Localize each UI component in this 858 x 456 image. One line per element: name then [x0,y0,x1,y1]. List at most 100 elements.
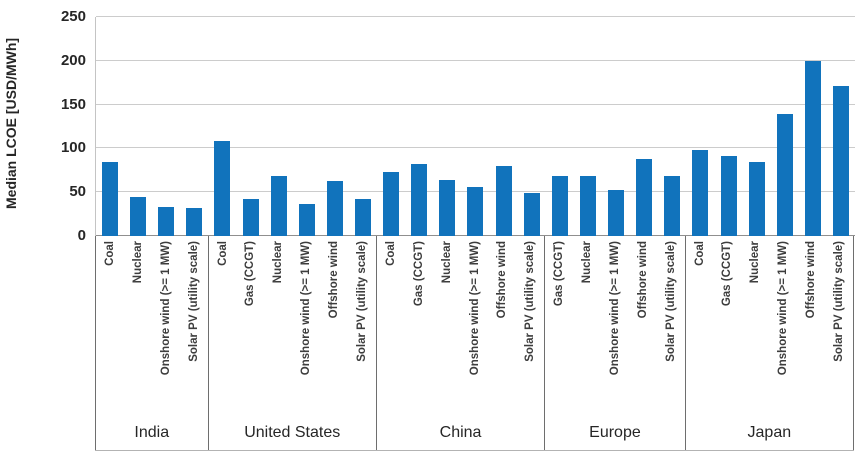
x-tick-label-offshore-wind: Offshore wind [636,241,649,319]
x-label-slot: Solar PV (utility scale) [657,236,685,362]
x-axis-labels-area: Coal Nuclear Onshore wind (>= 1 MW) Solar P… [95,236,854,451]
x-tick-label-gas-ccgt: Gas (CCGT) [721,241,734,307]
bar-slot [686,17,714,236]
bar-slot [405,17,433,236]
bar-slot [180,17,208,236]
bar-slot [461,17,489,236]
x-tick-label-offshore-wind: Offshore wind [328,241,341,319]
x-label-slot: Solar PV (utility scale) [180,236,208,362]
x-group-japan: Coal Gas (CCGT) Nuclear Onshore wind (>= 1 … [686,236,854,450]
bar-slot [490,17,518,236]
x-label-slot: Coal [377,236,405,266]
bar-slot [827,17,855,236]
gridline-200 [96,59,855,61]
country-label-europe: Europe [589,424,641,441]
bar-europe-onshore-wind-1-mw [608,190,625,236]
bar-united-states-offshore-wind [326,180,343,236]
bar-slot [771,17,799,236]
x-tick-label-onshore-wind-1-mw: Onshore wind (>= 1 MW) [468,241,481,376]
bar-slot [574,17,602,236]
x-tick-label-solar-pv-utility-scale: Solar PV (utility scale) [664,241,677,362]
country-label-china: China [439,424,482,441]
x-label-slot: Nuclear [264,236,292,283]
bar-slot [630,17,658,236]
x-label-slot: Nuclear [124,236,152,283]
y-tick-label-150: 150 [60,95,86,113]
bar-slot [265,17,293,236]
gridline-250 [96,16,855,17]
bar-japan-solar-pv-utility-scale [832,86,849,236]
x-tick-label-coal: Coal [384,241,397,266]
x-label-slot: Offshore wind [488,236,516,318]
bar-group-japan [686,17,855,236]
plot-area [95,16,855,236]
x-label-slot: Offshore wind [797,236,825,318]
bar-group-india [96,17,208,236]
bar-europe-gas-ccgt [551,175,568,236]
bar-slot [714,17,742,236]
bar-slot [377,17,405,236]
x-label-slot: Nuclear [573,236,601,283]
bar-united-states-nuclear [270,175,287,236]
x-tick-label-solar-pv-utility-scale: Solar PV (utility scale) [187,241,200,362]
bar-india-nuclear [130,196,147,236]
bar-slot [602,17,630,236]
x-tick-label-onshore-wind-1-mw: Onshore wind (>= 1 MW) [300,241,313,376]
x-group-europe: Gas (CCGT) Nuclear Onshore wind (>= 1 MW) O… [545,236,686,450]
bar-slot [433,17,461,236]
bar-group-china [377,17,546,236]
bar-slot [208,17,236,236]
bar-china-nuclear [439,179,456,236]
x-tick-label-onshore-wind-1-mw: Onshore wind (>= 1 MW) [608,241,621,376]
x-label-slot: Coal [686,236,714,266]
country-label-japan: Japan [747,424,792,441]
x-tick-label-coal: Coal [693,241,706,266]
x-label-slot: Nuclear [741,236,769,283]
bar-united-states-onshore-wind-1-mw [298,204,315,236]
bar-slot [349,17,377,236]
bar-china-onshore-wind-1-mw [467,186,484,236]
x-tick-label-nuclear: Nuclear [749,241,762,284]
bar-japan-nuclear [748,161,765,236]
y-tick-label-100: 100 [60,139,86,157]
x-tick-label-nuclear: Nuclear [131,241,144,284]
x-label-slot: Offshore wind [629,236,657,318]
y-tick-label-250: 250 [60,8,86,25]
x-tick-label-gas-ccgt: Gas (CCGT) [412,241,425,307]
x-tick-label-coal: Coal [103,241,116,266]
x-label-slot: Coal [96,236,124,266]
y-tick-label-200: 200 [60,51,86,69]
x-label-slot: Onshore wind (>= 1 MW) [461,236,489,375]
x-label-slot: Solar PV (utility scale) [825,236,853,362]
x-tick-label-gas-ccgt: Gas (CCGT) [553,241,566,307]
bar-series [96,17,855,236]
bar-slot [799,17,827,236]
x-tick-label-offshore-wind: Offshore wind [805,241,818,319]
bar-slot [96,17,124,236]
bar-india-onshore-wind-1-mw [158,207,175,236]
country-label-united-states: United States [244,424,341,441]
bar-united-states-coal [214,141,231,236]
x-label-slot: Onshore wind (>= 1 MW) [769,236,797,375]
gridline-100 [96,147,855,149]
bar-japan-coal [692,150,709,236]
bar-europe-nuclear [579,176,596,236]
x-tick-label-nuclear: Nuclear [581,241,594,284]
bar-japan-onshore-wind-1-mw [776,114,793,236]
y-tick-label-50: 50 [69,183,86,201]
country-label-india: India [134,424,170,441]
bar-china-offshore-wind [495,165,512,236]
bar-slot [743,17,771,236]
x-tick-label-onshore-wind-1-mw: Onshore wind (>= 1 MW) [159,241,172,376]
bar-slot [152,17,180,236]
x-tick-label-coal: Coal [216,241,229,266]
x-tick-label-nuclear: Nuclear [440,241,453,284]
x-label-slot: Onshore wind (>= 1 MW) [292,236,320,375]
x-label-slot: Solar PV (utility scale) [516,236,544,362]
x-label-slot: Gas (CCGT) [405,236,433,306]
y-axis-title: Median LCOE [USD/MWh] [3,37,19,209]
bar-china-gas-ccgt [411,164,428,236]
x-label-slot: Coal [209,236,237,266]
bar-europe-solar-pv-utility-scale [664,176,681,236]
